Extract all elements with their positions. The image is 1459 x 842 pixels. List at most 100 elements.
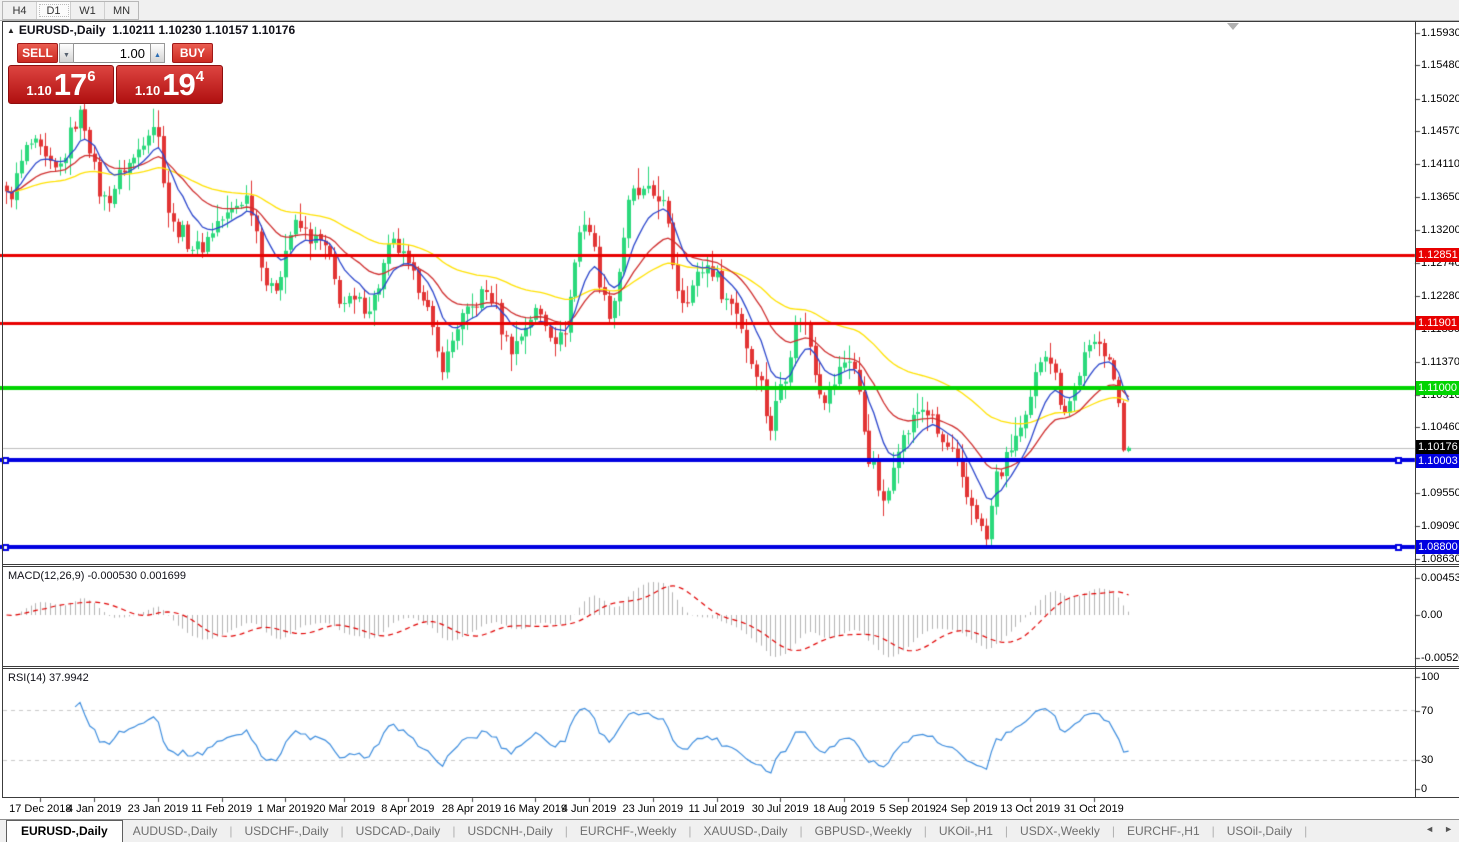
- main-pane-top-border: [2, 21, 1459, 22]
- tab-separator: |: [1304, 824, 1308, 838]
- chart-shift-marker[interactable]: [1227, 23, 1239, 30]
- price-axis-tick-label: 1.15020: [1421, 92, 1459, 105]
- macd-axis-label: 0.004536: [1421, 572, 1459, 584]
- time-axis-label: 23 Jan 2019: [127, 803, 189, 815]
- time-axis-label: 5 Sep 2019: [879, 803, 936, 815]
- chart-tab-eurchf-weekly[interactable]: EURCHF-,Weekly: [579, 824, 677, 838]
- price-axis-tick-label: 1.09550: [1421, 486, 1459, 499]
- main-pane-bottom-border[interactable]: [2, 564, 1459, 565]
- buy-price-big: 19: [162, 67, 195, 102]
- buy-price-prefix: 1.10: [134, 83, 161, 98]
- price-axis-tick-label: 1.14570: [1421, 125, 1459, 138]
- chart-tab-xauusd-daily[interactable]: XAUUSD-,Daily: [703, 824, 788, 838]
- macd-values: -0.000530 0.001699: [87, 570, 186, 582]
- chart-symbol-period: EURUSD-,Daily: [18, 23, 106, 37]
- price-level-badge: 1.11000: [1416, 381, 1459, 396]
- sell-button[interactable]: SELL: [17, 43, 58, 63]
- tab-separator: |: [340, 824, 344, 838]
- price-level-badge: 1.10003: [1416, 454, 1459, 469]
- price-level-badge: 1.11901: [1416, 316, 1459, 331]
- spinner-down-icon: [63, 44, 70, 62]
- tab-separator: |: [923, 824, 927, 838]
- price-axis-tick-label: 1.15480: [1421, 59, 1459, 72]
- chart-tab-usdchf-daily[interactable]: USDCHF-,Daily: [244, 824, 329, 838]
- tab-separator: |: [1111, 824, 1115, 838]
- time-axis-label: 28 Apr 2019: [441, 803, 502, 815]
- chart-tab-audusd-daily[interactable]: AUDUSD-,Daily: [132, 824, 218, 838]
- tab-separator: |: [1211, 824, 1215, 838]
- chart-collapse-icon: [7, 23, 19, 37]
- spinner-up-icon: [154, 44, 161, 62]
- tab-separator: |: [688, 824, 692, 838]
- time-axis-label: 20 Mar 2019: [313, 803, 375, 815]
- rsi-indicator-label: RSI(14) 37.9942: [8, 672, 89, 684]
- price-axis-tick-label: 1.13650: [1421, 191, 1459, 204]
- chart-tab-usdcad-daily[interactable]: USDCAD-,Daily: [355, 824, 441, 838]
- macd-axis-label: -0.005205: [1421, 652, 1459, 664]
- time-axis-label: 11 Jul 2019: [688, 803, 745, 815]
- sell-price-prefix: 1.10: [26, 83, 52, 98]
- chart-tab-eurchf-h1[interactable]: EURCHF-,H1: [1126, 824, 1200, 838]
- volume-increase-button[interactable]: [150, 43, 165, 63]
- time-axis-label: 17 Dec 2018: [9, 803, 72, 815]
- tab-separator: |: [1004, 824, 1009, 838]
- buy-price-sup: 4: [195, 68, 205, 85]
- chart-tab-usoil-daily[interactable]: USOil-,Daily: [1226, 824, 1293, 838]
- volume-decrease-button[interactable]: [59, 43, 74, 63]
- price-axis-tick-label: 1.08630: [1421, 553, 1459, 566]
- chart-tab-bar: EURUSD-,Daily AUDUSD-,Daily | USDCHF-,Daily…: [0, 819, 1459, 842]
- price-axis-tick-label: 1.09090: [1421, 520, 1459, 533]
- rsi-axis-label: 30: [1421, 754, 1434, 766]
- macd-axis-label: 0.00: [1421, 609, 1443, 621]
- price-axis-tick-label: 1.12280: [1421, 290, 1459, 303]
- price-level-badge: 1.12851: [1416, 247, 1459, 262]
- macd-pane-bottom-border[interactable]: [2, 666, 1459, 667]
- tab-scroll-buttons: [1425, 824, 1453, 834]
- price-axis-tick-label: 1.15930: [1421, 27, 1459, 39]
- chart-ohlc-values: 1.10211 1.10230 1.10157 1.10176: [112, 23, 296, 37]
- time-axis-label: 24 Sep 2019: [935, 803, 998, 815]
- buy-button[interactable]: BUY: [172, 43, 213, 63]
- chart-title: EURUSD-,Daily 1.10211 1.10230 1.10157 1.…: [7, 23, 295, 37]
- sell-price-sup: 6: [87, 68, 96, 85]
- price-axis-tick-label: 1.13200: [1421, 223, 1459, 236]
- price-axis-tick-label: 1.14110: [1421, 158, 1459, 171]
- chart-left-border: [2, 21, 3, 798]
- rsi-pane-bottom-border: [2, 797, 1459, 798]
- sell-price-box[interactable]: 1.10 17 6: [8, 65, 114, 104]
- rsi-value: 37.9942: [48, 672, 89, 684]
- time-axis-label: 23 Jun 2019: [622, 803, 684, 815]
- volume-input[interactable]: [74, 43, 150, 63]
- price-axis-border[interactable]: [1415, 21, 1416, 798]
- time-axis-label: 8 Apr 2019: [381, 803, 435, 815]
- macd-indicator-label: MACD(12,26,9) -0.000530 0.001699: [8, 570, 186, 582]
- tab-separator: |: [799, 824, 803, 838]
- chart-tab-eurusd-daily[interactable]: EURUSD-,Daily: [6, 820, 123, 842]
- rsi-axis-label: 0: [1421, 783, 1428, 795]
- macd-pane-top-border: [2, 566, 1459, 567]
- chart-tab-usdcnh-daily[interactable]: USDCNH-,Daily: [467, 824, 553, 838]
- price-level-badge: 1.10176: [1416, 439, 1459, 454]
- chart-tab-gbpusd-weekly[interactable]: GBPUSD-,Weekly: [814, 824, 912, 838]
- sell-price-big: 17: [53, 67, 87, 102]
- time-axis-label: 4 Jan 2019: [66, 803, 122, 815]
- price-level-badge: 1.08800: [1416, 540, 1459, 555]
- tab-separator: |: [452, 824, 456, 838]
- tab-scroll-right-icon[interactable]: [1444, 824, 1453, 834]
- rsi-pane-top-border: [2, 668, 1459, 669]
- chart-tab-ukoil-h1[interactable]: UKOil-,H1: [938, 824, 993, 838]
- rsi-axis-label: 100: [1421, 671, 1440, 683]
- time-axis-label: 16 May 2019: [503, 803, 567, 815]
- price-axis-tick-label: 1.11370: [1421, 355, 1459, 368]
- rsi-axis-label: 70: [1421, 705, 1434, 717]
- chart-tab-usdx-weekly[interactable]: USDX-,Weekly: [1020, 824, 1100, 838]
- tab-separator: |: [229, 824, 233, 838]
- time-axis-label: 1 Mar 2019: [257, 803, 314, 815]
- tab-separator: |: [564, 824, 568, 838]
- buy-price-box[interactable]: 1.10 19 4: [116, 65, 223, 104]
- tab-scroll-left-icon[interactable]: [1425, 824, 1434, 834]
- price-axis-tick-label: 1.10460: [1421, 421, 1459, 434]
- rsi-name: RSI(14): [8, 672, 46, 684]
